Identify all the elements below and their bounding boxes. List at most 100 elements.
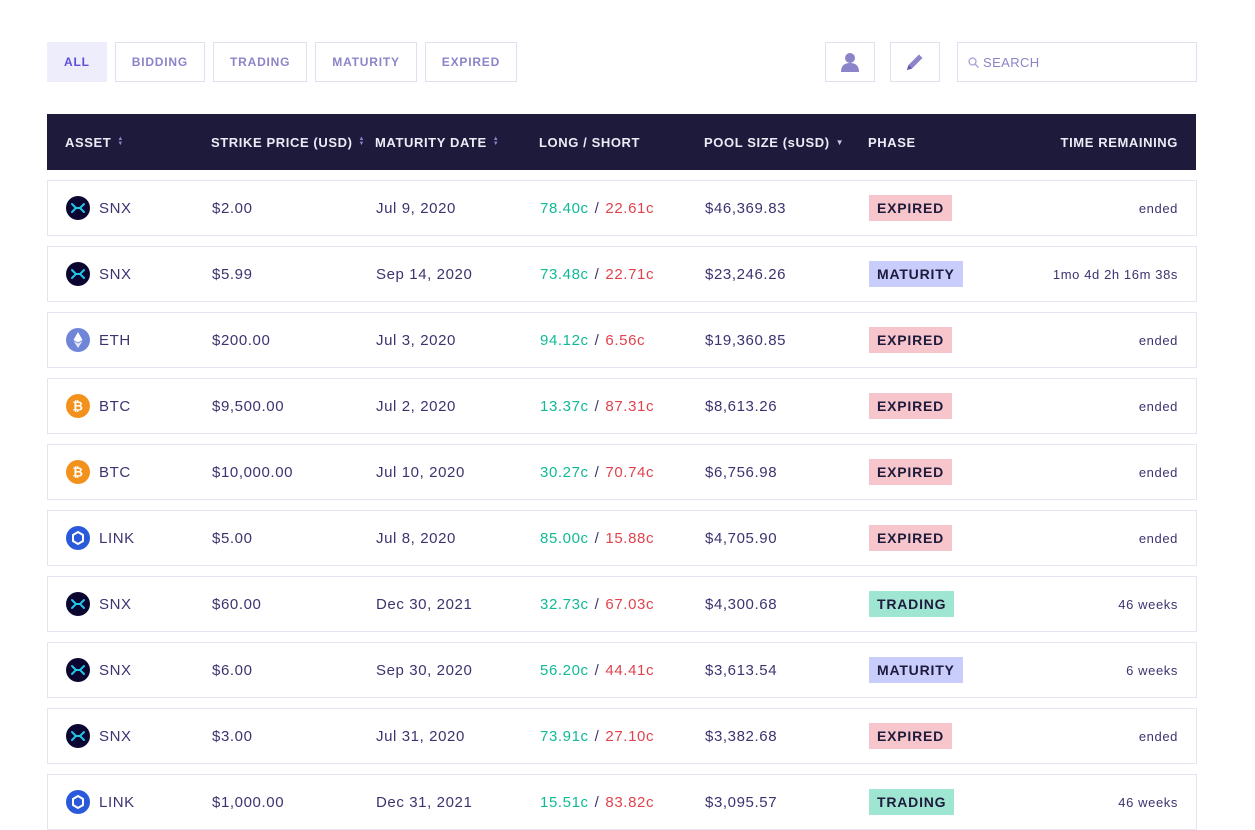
column-phase-label: PHASE <box>868 134 916 150</box>
phase-filters: ALL BIDDING TRADING MATURITY EXPIRED <box>47 42 518 82</box>
asset-name: SNX <box>99 199 132 217</box>
filter-bidding[interactable]: BIDDING <box>114 42 206 82</box>
maturity-date: Jul 31, 2020 <box>376 727 465 745</box>
toolbar: ALL BIDDING TRADING MATURITY EXPIRED <box>47 42 1197 82</box>
time-remaining: ended <box>1138 728 1178 744</box>
phase-badge: TRADING <box>869 591 955 617</box>
strike-price: $3.00 <box>212 727 253 745</box>
table-row[interactable]: SNX $60.00 Dec 30, 2021 32.73c / 67.03c $4,300… <box>47 576 1197 632</box>
filter-expired[interactable]: EXPIRED <box>424 42 518 82</box>
table-header: ASSET ▲ ▼ STRIKE PRICE (USD) ▲ ▼ MATURITY … <box>47 114 1196 170</box>
phase-badge: MATURITY <box>869 261 963 287</box>
created-markets-button[interactable] <box>890 42 940 82</box>
time-remaining: 6 weeks <box>1126 662 1178 678</box>
link-icon <box>66 526 90 550</box>
table-row[interactable]: ₿ BTC $9,500.00 Jul 2, 2020 13.37c / 87.31c $8,… <box>47 378 1197 434</box>
column-maturity-date-label: MATURITY DATE <box>375 134 487 150</box>
maturity-date: Jul 8, 2020 <box>376 529 456 547</box>
separator: / <box>594 265 600 283</box>
asset-cell: SNX <box>66 577 132 631</box>
asset-name: BTC <box>99 463 131 481</box>
short-price: 87.31c <box>605 397 655 415</box>
maturity-date: Jul 10, 2020 <box>376 463 465 481</box>
filter-trading[interactable]: TRADING <box>213 42 308 82</box>
search-icon <box>968 56 979 68</box>
long-short-price: 13.37c / 87.31c <box>540 379 654 433</box>
long-short-price: 78.40c / 22.61c <box>540 181 654 235</box>
search-box[interactable] <box>957 42 1197 82</box>
table-row[interactable]: SNX $6.00 Sep 30, 2020 56.20c / 44.41c $3,613.… <box>47 642 1197 698</box>
asset-cell: LINK <box>66 775 135 829</box>
long-price: 30.27c <box>540 463 589 481</box>
column-strike-price[interactable]: STRIKE PRICE (USD) ▲ ▼ <box>211 114 365 170</box>
phase-badge: MATURITY <box>869 657 963 683</box>
snx-icon <box>66 196 90 220</box>
time-remaining: 46 weeks <box>1118 794 1178 810</box>
strike-price: $5.00 <box>212 529 253 547</box>
column-time-remaining: TIME REMAINING <box>1061 114 1178 170</box>
asset-cell: ₿ BTC <box>66 445 131 499</box>
separator: / <box>594 529 600 547</box>
pool-size: $8,613.26 <box>705 397 778 415</box>
strike-price: $6.00 <box>212 661 253 679</box>
short-price: 22.71c <box>605 265 655 283</box>
long-price: 85.00c <box>540 529 589 547</box>
phase-cell: EXPIRED <box>869 445 953 499</box>
phase-cell: EXPIRED <box>869 379 953 433</box>
time-remaining: ended <box>1138 464 1178 480</box>
table-row[interactable]: SNX $5.99 Sep 14, 2020 73.48c / 22.71c $23,246… <box>47 246 1197 302</box>
asset-cell: ETH <box>66 313 131 367</box>
maturity-date: Jul 9, 2020 <box>376 199 456 217</box>
time-remaining: 1mo 4d 2h 16m 38s <box>1052 266 1178 282</box>
filter-maturity[interactable]: MATURITY <box>315 42 417 82</box>
column-asset[interactable]: ASSET ▲ ▼ <box>65 114 124 170</box>
svg-text:₿: ₿ <box>72 466 83 481</box>
separator: / <box>594 463 600 481</box>
long-short-price: 30.27c / 70.74c <box>540 445 654 499</box>
separator: / <box>594 727 600 745</box>
maturity-date: Dec 31, 2021 <box>376 793 473 811</box>
asset-name: SNX <box>99 595 132 613</box>
table-row[interactable]: SNX $2.00 Jul 9, 2020 78.40c / 22.61c $46,369.… <box>47 180 1197 236</box>
long-short-price: 94.12c / 6.56c <box>540 313 645 367</box>
asset-cell: SNX <box>66 181 132 235</box>
filter-all[interactable]: ALL <box>47 42 107 82</box>
snx-icon <box>66 658 90 682</box>
svg-text:₿: ₿ <box>72 400 83 415</box>
phase-cell: EXPIRED <box>869 313 953 367</box>
maturity-date: Jul 2, 2020 <box>376 397 456 415</box>
my-markets-button[interactable] <box>825 42 875 82</box>
search-input[interactable] <box>983 54 1183 70</box>
pool-size: $23,246.26 <box>705 265 787 283</box>
table-row[interactable]: LINK $5.00 Jul 8, 2020 85.00c / 15.88c $4,705.… <box>47 510 1197 566</box>
long-price: 94.12c <box>540 331 589 349</box>
phase-cell: TRADING <box>869 775 955 829</box>
pool-size: $3,382.68 <box>705 727 778 745</box>
time-remaining: ended <box>1138 398 1178 414</box>
strike-price: $1,000.00 <box>212 793 285 811</box>
separator: / <box>594 595 600 613</box>
column-time-remaining-label: TIME REMAINING <box>1060 134 1178 150</box>
short-price: 6.56c <box>605 331 646 349</box>
phase-badge: EXPIRED <box>869 723 953 749</box>
time-remaining: ended <box>1138 332 1178 348</box>
pool-size: $19,360.85 <box>705 331 787 349</box>
table-row[interactable]: ₿ BTC $10,000.00 Jul 10, 2020 30.27c / 70.74c $… <box>47 444 1197 500</box>
phase-cell: EXPIRED <box>869 709 953 763</box>
maturity-date: Dec 30, 2021 <box>376 595 473 613</box>
asset-cell: SNX <box>66 247 132 301</box>
column-maturity-date[interactable]: MATURITY DATE ▲ ▼ <box>375 114 499 170</box>
table-row[interactable]: LINK $1,000.00 Dec 31, 2021 15.51c / 83.82c $3… <box>47 774 1197 830</box>
pool-size: $3,095.57 <box>705 793 778 811</box>
table-row[interactable]: SNX $3.00 Jul 31, 2020 73.91c / 27.10c $3,382.… <box>47 708 1197 764</box>
asset-name: SNX <box>99 265 132 283</box>
snx-icon <box>66 592 90 616</box>
maturity-date: Jul 3, 2020 <box>376 331 456 349</box>
phase-badge: EXPIRED <box>869 327 953 353</box>
markets-table-body: SNX $2.00 Jul 9, 2020 78.40c / 22.61c $46,369.… <box>47 180 1197 830</box>
asset-name: LINK <box>99 529 135 547</box>
column-pool-size[interactable]: POOL SIZE (sUSD) ▼ <box>704 114 844 170</box>
long-price: 15.51c <box>540 793 589 811</box>
phase-cell: MATURITY <box>869 643 963 697</box>
table-row[interactable]: ETH $200.00 Jul 3, 2020 94.12c / 6.56c $19,360… <box>47 312 1197 368</box>
